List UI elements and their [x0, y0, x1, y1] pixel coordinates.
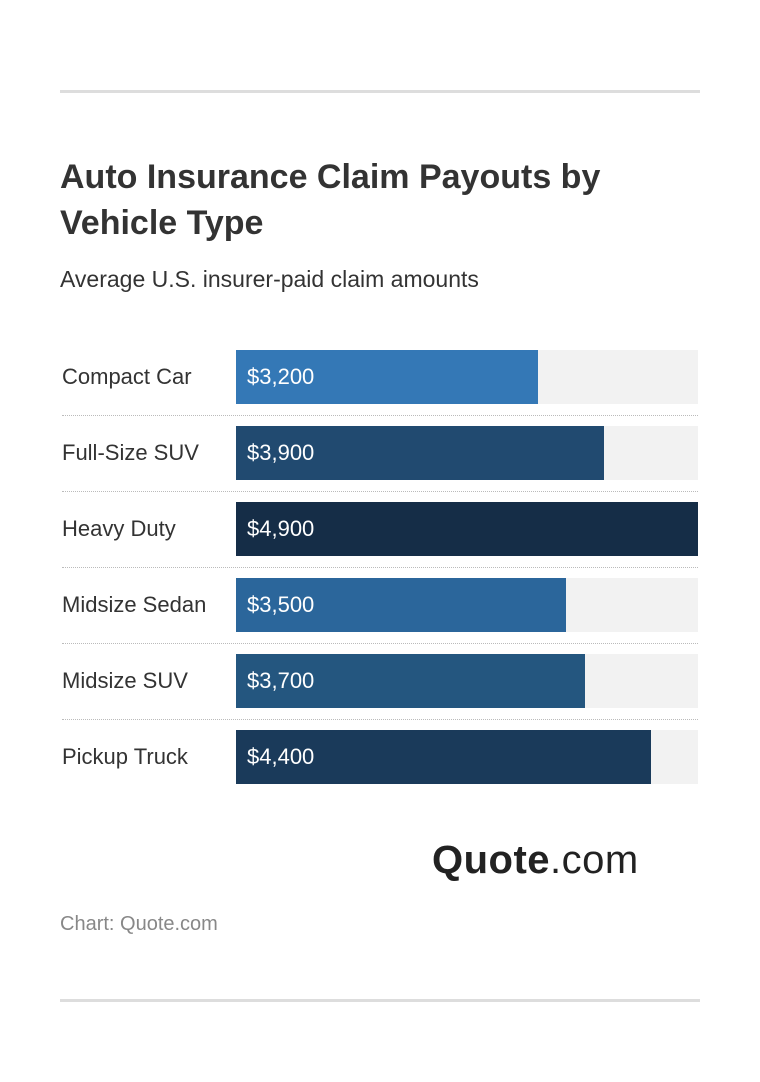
bar-chart: Compact Car $3,200 Full-Size SUV $3,900 Heav… — [60, 350, 700, 790]
bar-row: Pickup Truck $4,400 — [60, 730, 698, 784]
bar: $3,900 — [236, 426, 604, 480]
logo-wordmark-suffix: .com — [550, 838, 639, 882]
chart-title: Auto Insurance Claim Payouts by Vehicle … — [60, 158, 601, 242]
bar-value-label: $4,900 — [247, 516, 315, 541]
bar: $3,700 — [236, 654, 585, 708]
chart-subtitle: Average U.S. insurer-paid claim amounts — [60, 266, 479, 292]
row-divider — [62, 719, 698, 720]
top-rule — [60, 90, 700, 93]
bar: $4,400 — [236, 730, 651, 784]
category-label: Midsize SUV — [62, 668, 188, 693]
row-divider — [62, 415, 698, 416]
bar-track: $4,400 — [236, 730, 698, 784]
bar-value-label: $3,500 — [247, 592, 315, 617]
bar-row: Full-Size SUV $3,900 — [60, 426, 698, 480]
row-divider — [62, 491, 698, 492]
bar: $4,900 — [236, 502, 698, 556]
bar-value-label: $3,700 — [247, 668, 315, 693]
row-divider — [62, 567, 698, 568]
bar-value-label: $4,400 — [247, 744, 315, 769]
bar-track: $3,900 — [236, 426, 698, 480]
bar-track: $3,700 — [236, 654, 698, 708]
bar-row: Midsize SUV $3,700 — [60, 654, 698, 708]
category-label: Heavy Duty — [62, 516, 176, 541]
bar-value-label: $3,200 — [247, 364, 315, 389]
bar: $3,500 — [236, 578, 566, 632]
bar-track: $3,200 — [236, 350, 698, 404]
bar-row: Heavy Duty $4,900 — [60, 502, 698, 556]
logo-wordmark-bold: Quote — [432, 838, 551, 882]
bottom-rule — [60, 999, 700, 1002]
category-label: Midsize Sedan — [62, 592, 207, 617]
category-label: Full-Size SUV — [62, 440, 199, 465]
bar-track: $3,500 — [236, 578, 698, 632]
chart-source: Chart: Quote.com — [60, 913, 218, 935]
bar-track: $4,900 — [236, 502, 698, 556]
bar-row: Compact Car $3,200 — [60, 350, 698, 404]
bar-value-label: $3,900 — [247, 440, 315, 465]
category-label: Compact Car — [62, 364, 192, 389]
bar: $3,200 — [236, 350, 538, 404]
category-label: Pickup Truck — [62, 744, 188, 769]
quote-com-logo: Quote.com — [432, 838, 639, 883]
row-divider — [62, 643, 698, 644]
bar-row: Midsize Sedan $3,500 — [60, 578, 698, 632]
